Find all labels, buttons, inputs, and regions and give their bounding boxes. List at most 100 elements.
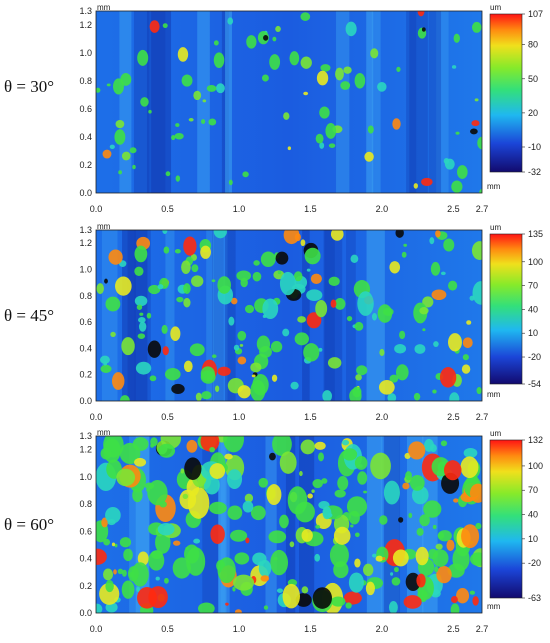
hot-spot: [408, 512, 413, 519]
hot-spot: [103, 568, 114, 581]
hot-spot: [287, 486, 308, 515]
y-tick-label: 0.2: [79, 370, 92, 380]
hot-spot: [271, 374, 278, 382]
hot-spot: [234, 552, 250, 565]
surface-features: [96, 436, 482, 613]
hot-spot: [348, 510, 360, 525]
hot-spot: [472, 21, 482, 33]
x-tick-label: 2.7: [476, 624, 489, 634]
y-tick-label: 1.2: [79, 238, 92, 248]
x-tick-label: 0.0: [90, 624, 103, 634]
x-tick-label: 2.0: [376, 412, 389, 422]
hot-spot: [337, 475, 349, 491]
y-tick-label: 1.3: [79, 225, 92, 235]
hot-spot: [279, 271, 296, 296]
colorbar-tick-label: 132: [528, 435, 543, 445]
hot-spot: [151, 550, 163, 560]
hot-spot: [189, 343, 205, 357]
colorbar-tick-label: 80: [528, 40, 538, 50]
hot-spot: [479, 188, 482, 193]
hot-spot: [183, 236, 197, 256]
hot-spot: [139, 312, 144, 316]
hot-spot: [105, 506, 121, 524]
y-tick-label: 0.2: [79, 160, 92, 170]
hot-spot: [148, 284, 161, 295]
hot-spot: [132, 488, 143, 503]
hot-spot: [119, 395, 130, 401]
hot-spot: [355, 374, 362, 381]
hot-spot: [282, 583, 300, 609]
hot-spot: [115, 119, 125, 129]
hot-spot: [311, 489, 315, 494]
hot-spot: [416, 573, 426, 588]
x-tick-label: 1.0: [233, 204, 246, 214]
panel-2: θ = 45° 0.0 0.2 0.4 0.6 0.8 1.0 1.2 1.3 mm 0.0 0.5 1…: [4, 222, 543, 422]
hot-spot: [181, 260, 191, 275]
hot-spot: [157, 523, 175, 536]
hot-spot: [357, 471, 368, 485]
hot-spot: [329, 543, 349, 568]
hot-spot: [471, 120, 480, 127]
hot-spot: [435, 230, 441, 238]
hot-spot: [211, 279, 216, 283]
colorbar-tick-label: 10: [528, 534, 538, 544]
hot-spot: [108, 249, 123, 265]
hot-spot: [191, 264, 199, 273]
hot-spot: [403, 595, 422, 609]
hot-spot: [399, 330, 406, 340]
hot-spot: [462, 337, 473, 349]
hot-spot: [172, 540, 181, 546]
hot-spot: [334, 297, 346, 310]
hot-spot: [277, 270, 282, 275]
angle-label: θ = 30°: [4, 77, 54, 96]
streak: [213, 230, 228, 401]
hot-spot: [457, 165, 468, 179]
hot-spot: [306, 268, 311, 272]
plot-frame: [95, 10, 483, 194]
hot-spot: [462, 354, 469, 361]
hot-spot: [109, 144, 115, 150]
hot-spot: [174, 132, 184, 140]
hot-spot: [319, 106, 330, 119]
hot-spot: [134, 245, 148, 263]
hot-spot: [469, 483, 482, 503]
hot-spot: [472, 281, 482, 305]
hot-spot: [147, 340, 162, 358]
hot-spot: [300, 239, 306, 247]
streak: [220, 436, 230, 613]
hot-spot: [106, 83, 111, 87]
hot-spot: [191, 275, 204, 287]
hot-spot: [149, 375, 157, 382]
hot-spot: [275, 25, 281, 33]
hot-spot: [394, 343, 407, 354]
hot-spot: [453, 498, 459, 503]
hot-spot: [137, 551, 149, 566]
hot-spot: [269, 452, 276, 461]
hot-spot: [419, 307, 429, 315]
hot-spot: [117, 568, 124, 575]
hot-spot: [279, 451, 297, 474]
hot-spot: [352, 386, 362, 398]
hot-spot: [294, 332, 309, 346]
hot-spot: [250, 362, 262, 373]
hot-spot: [287, 146, 292, 151]
colorbar-tick-label: -63: [528, 593, 541, 603]
hot-spot: [227, 505, 243, 520]
hot-spot: [276, 588, 284, 593]
hot-spot: [213, 40, 219, 46]
hot-spot: [283, 112, 290, 120]
hot-spot: [432, 549, 449, 567]
hot-spot: [164, 368, 181, 381]
x-tick-label: 2.7: [476, 412, 489, 422]
hot-spot: [370, 48, 379, 59]
hot-spot: [320, 64, 331, 72]
hot-spot: [315, 133, 324, 144]
hot-spot: [440, 271, 446, 276]
hot-spot: [443, 238, 455, 252]
streak: [336, 11, 350, 193]
hot-spot: [100, 447, 112, 460]
y-tick-label: 0.6: [79, 104, 92, 114]
hot-spot: [105, 580, 114, 593]
hot-spot: [200, 245, 211, 259]
hot-spot: [258, 477, 269, 488]
